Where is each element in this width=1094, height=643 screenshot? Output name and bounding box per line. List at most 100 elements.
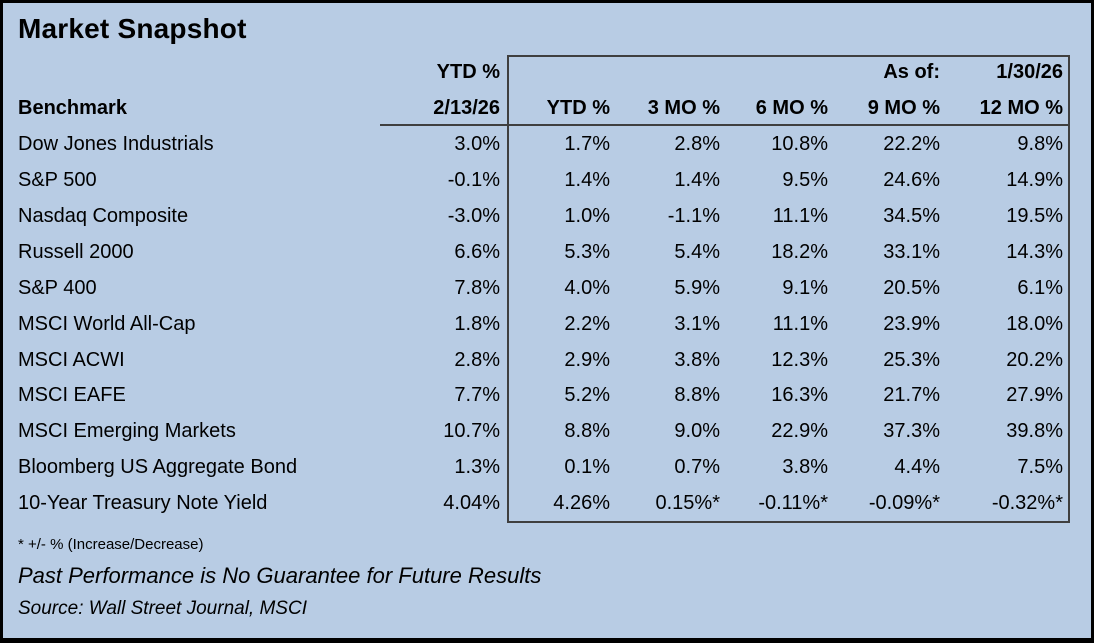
- value-cell: 4.04%: [443, 492, 500, 515]
- value-cell: 1.8%: [454, 312, 500, 335]
- value-cell: 3.1%: [674, 312, 720, 335]
- column-header-ytd: YTD %: [546, 97, 610, 120]
- value-cell: 1.7%: [564, 133, 610, 156]
- value-cell: 8.8%: [564, 420, 610, 443]
- value-cell: 11.1%: [772, 205, 828, 227]
- value-cell: 7.8%: [454, 276, 500, 299]
- value-cell: 34.5%: [883, 205, 940, 227]
- benchmark-name: Nasdaq Composite: [18, 205, 189, 227]
- value-cell: 2.9%: [564, 348, 610, 371]
- value-cell: 6.1%: [1017, 276, 1063, 299]
- value-cell: 24.6%: [883, 169, 940, 192]
- table-row: S&P 500 -0.1% 1.4% 1.4% 9.5% 24.6% 14.9%: [3, 163, 1091, 199]
- table-row: Bloomberg US Aggregate Bond 1.3% 0.1% 0.7% 3…: [3, 450, 1091, 486]
- table-row: Dow Jones Industrials 3.0% 1.7% 2.8% 10.8% 22…: [3, 127, 1091, 163]
- value-cell: 3.0%: [454, 133, 500, 156]
- value-cell: 27.9%: [1006, 384, 1063, 407]
- value-cell: 20.5%: [883, 276, 940, 299]
- source-attribution: Source: Wall Street Journal, MSCI: [18, 598, 307, 619]
- benchmark-name: MSCI EAFE: [18, 384, 126, 407]
- as-of-date: 1/30/26: [996, 61, 1063, 84]
- value-cell: -3.0%: [447, 205, 500, 227]
- value-cell: 23.9%: [883, 312, 940, 335]
- benchmark-column-header: Benchmark: [18, 97, 127, 120]
- asterisk-footnote: * +/- % (Increase/Decrease): [18, 536, 204, 553]
- value-cell: 0.1%: [564, 456, 610, 479]
- value-cell: 2.2%: [564, 312, 610, 335]
- benchmark-name: Russell 2000: [18, 240, 134, 263]
- page-title: Market Snapshot: [18, 13, 247, 44]
- value-cell: 18.2%: [771, 240, 828, 263]
- value-cell: 3.8%: [674, 348, 720, 371]
- value-cell: 22.2%: [883, 133, 940, 156]
- benchmark-name: MSCI World All-Cap: [18, 312, 196, 335]
- value-cell: -0.09%*: [868, 492, 940, 515]
- value-cell: -0.11%*: [758, 492, 828, 515]
- value-cell: 22.9%: [771, 420, 828, 443]
- benchmark-name: Bloomberg US Aggregate Bond: [18, 456, 298, 479]
- performance-disclaimer: Past Performance is No Guarantee for Fut…: [18, 563, 542, 588]
- benchmark-table: YTD % As of: 1/30/26 Benchmark 2/13/26 Y…: [3, 55, 1091, 522]
- value-cell: 16.3%: [771, 384, 828, 407]
- table-row: Nasdaq Composite -3.0% 1.0% -1.1% 11.1% 34.5%…: [3, 199, 1091, 235]
- value-cell: 21.7%: [883, 384, 940, 407]
- as-of-label: As of:: [883, 61, 940, 84]
- value-cell: 4.26%: [553, 492, 610, 515]
- value-cell: 8.8%: [674, 384, 720, 407]
- value-cell: 7.7%: [454, 384, 500, 407]
- table-row: Russell 2000 6.6% 5.3% 5.4% 18.2% 33.1% 14.3%: [3, 234, 1091, 270]
- benchmark-name: 10-Year Treasury Note Yield: [18, 492, 268, 515]
- header-row-columns: Benchmark 2/13/26 YTD % 3 MO % 6 MO % 9 …: [3, 91, 1091, 127]
- left-column-header-line2: 2/13/26: [433, 97, 500, 120]
- table-row: MSCI Emerging Markets 10.7% 8.8% 9.0% 22.9% 3…: [3, 414, 1091, 450]
- column-header-9mo: 9 MO %: [867, 97, 940, 120]
- value-cell: 5.3%: [564, 240, 610, 263]
- value-cell: 5.2%: [564, 384, 610, 407]
- table-body: Dow Jones Industrials 3.0% 1.7% 2.8% 10.8% 22…: [3, 127, 1091, 522]
- table-row: 10-Year Treasury Note Yield 4.04% 4.26% 0.1…: [3, 486, 1091, 522]
- value-cell: 9.5%: [782, 169, 828, 192]
- value-cell: 19.5%: [1006, 205, 1063, 227]
- benchmark-name: S&P 500: [18, 169, 97, 192]
- value-cell: 37.3%: [883, 420, 940, 443]
- benchmark-name: S&P 400: [18, 276, 97, 299]
- value-cell: 5.9%: [674, 276, 720, 299]
- value-cell: 39.8%: [1006, 420, 1063, 443]
- value-cell: 1.4%: [564, 169, 610, 192]
- value-cell: 6.6%: [454, 240, 500, 263]
- value-cell: 14.9%: [1006, 169, 1063, 192]
- value-cell: 9.1%: [782, 276, 828, 299]
- table-row: MSCI ACWI 2.8% 2.9% 3.8% 12.3% 25.3% 20.2%: [3, 342, 1091, 378]
- value-cell: 20.2%: [1006, 348, 1063, 371]
- value-cell: 9.0%: [674, 420, 720, 443]
- column-header-3mo: 3 MO %: [647, 97, 720, 120]
- value-cell: -1.1%: [667, 205, 720, 227]
- value-cell: 5.4%: [674, 240, 720, 263]
- value-cell: 18.0%: [1006, 312, 1063, 335]
- value-cell: 0.7%: [674, 456, 720, 479]
- value-cell: 1.3%: [454, 456, 500, 479]
- benchmark-name: Dow Jones Industrials: [18, 133, 214, 156]
- value-cell: 2.8%: [454, 348, 500, 371]
- value-cell: 0.15%*: [655, 492, 721, 515]
- table-row: S&P 400 7.8% 4.0% 5.9% 9.1% 20.5% 6.1%: [3, 270, 1091, 306]
- left-column-header-line1: YTD %: [436, 61, 500, 84]
- value-cell: 10.7%: [443, 420, 500, 443]
- value-cell: 1.0%: [564, 205, 610, 227]
- value-cell: 33.1%: [883, 240, 940, 263]
- value-cell: 14.3%: [1006, 240, 1063, 263]
- value-cell: 1.4%: [674, 169, 720, 192]
- column-header-6mo: 6 MO %: [755, 97, 828, 120]
- value-cell: 4.4%: [894, 456, 940, 479]
- value-cell: -0.32%*: [991, 492, 1063, 515]
- value-cell: 4.0%: [564, 276, 610, 299]
- value-cell: 25.3%: [883, 348, 940, 371]
- value-cell: 11.1%: [772, 312, 828, 335]
- benchmark-name: MSCI Emerging Markets: [18, 420, 236, 443]
- value-cell: -0.1%: [447, 169, 500, 192]
- value-cell: 9.8%: [1017, 133, 1063, 156]
- value-cell: 3.8%: [782, 456, 828, 479]
- value-cell: 10.8%: [771, 133, 828, 156]
- value-cell: 12.3%: [771, 348, 828, 371]
